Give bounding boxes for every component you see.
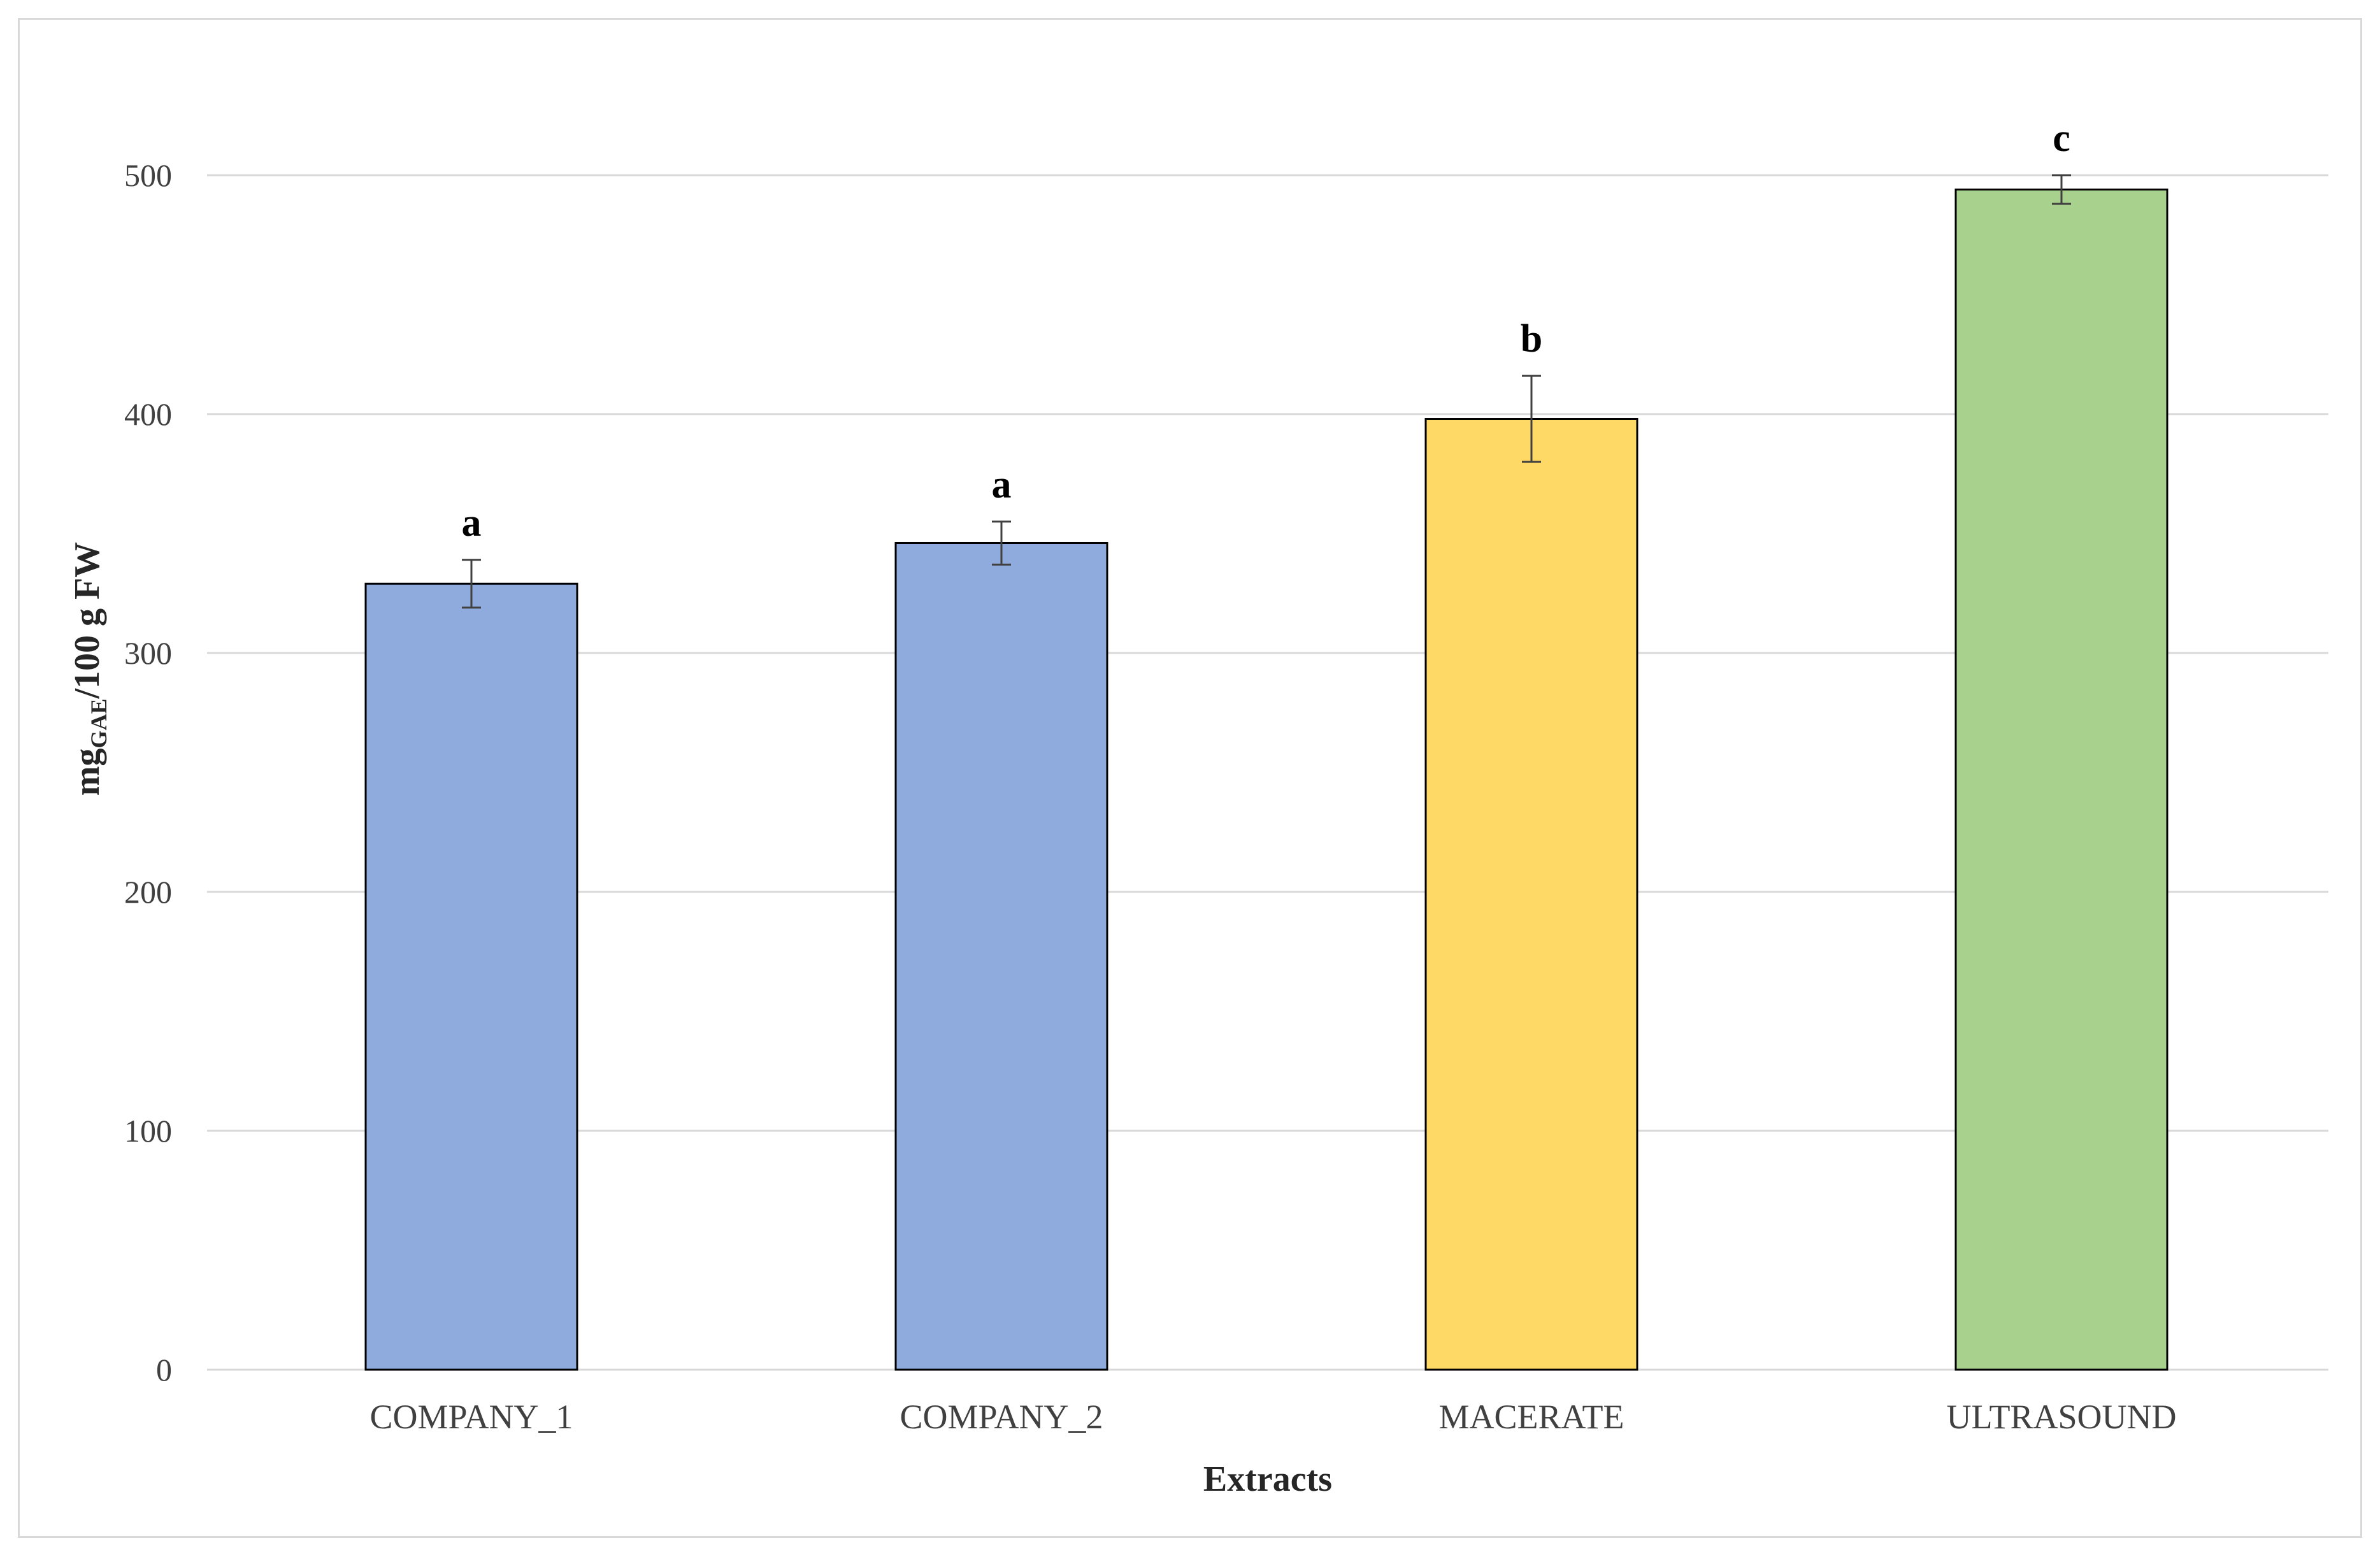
error-bars bbox=[462, 174, 2071, 609]
significance-letter-company-2: a bbox=[992, 463, 1012, 506]
y-tick-label-100: 100 bbox=[124, 1113, 172, 1149]
error-bar-company-1 bbox=[462, 559, 481, 609]
bar-macerate bbox=[1424, 418, 1638, 1371]
x-tick-label-ultrasound: ULTRASOUND bbox=[1946, 1398, 2176, 1436]
bar-ultrasound bbox=[1954, 189, 2169, 1371]
bars bbox=[364, 189, 2169, 1371]
bar-company-2 bbox=[894, 542, 1108, 1371]
error-bar-company-2 bbox=[992, 520, 1011, 566]
y-axis-title-subscript: GAE bbox=[86, 699, 111, 749]
x-axis-title: Extracts bbox=[1203, 1460, 1332, 1499]
bar-company-1 bbox=[364, 582, 578, 1371]
significance-letter-ultrasound: c bbox=[2053, 117, 2070, 160]
x-tick-label-company-1: COMPANY_1 bbox=[369, 1398, 573, 1436]
y-tick-label-0: 0 bbox=[156, 1352, 172, 1388]
x-axis-categories: COMPANY_1 COMPANY_2 MACERATE ULTRASOUND bbox=[369, 1398, 2176, 1436]
y-axis-title-prefix: mg bbox=[68, 749, 107, 796]
y-axis-title-suffix: /100 g FW bbox=[68, 542, 107, 700]
significance-letter-company-1: a bbox=[462, 501, 482, 545]
y-tick-label-500: 500 bbox=[124, 157, 172, 193]
x-tick-label-company-2: COMPANY_2 bbox=[900, 1398, 1103, 1436]
y-tick-label-200: 200 bbox=[124, 874, 172, 910]
y-tick-label-400: 400 bbox=[124, 396, 172, 432]
error-bar-ultrasound bbox=[2052, 174, 2071, 205]
y-axis-ticks: 0 100 200 300 400 500 bbox=[124, 157, 172, 1388]
error-bar-macerate bbox=[1522, 375, 1541, 463]
y-tick-label-300: 300 bbox=[124, 635, 172, 671]
x-tick-label-macerate: MACERATE bbox=[1438, 1398, 1624, 1436]
significance-letter-macerate: b bbox=[1521, 317, 1542, 361]
y-axis-title: mgGAE/100 g FW bbox=[68, 542, 111, 796]
significance-letters: a a b c bbox=[462, 117, 2070, 545]
